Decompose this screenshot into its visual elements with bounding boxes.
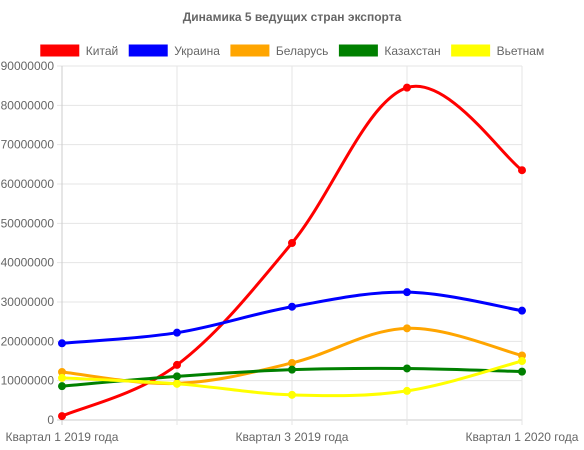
y-tick-label: 10000000 — [1, 374, 55, 388]
legend-swatch — [39, 43, 81, 58]
legend-label: Украина — [174, 44, 220, 58]
y-tick-label: 20000000 — [1, 334, 55, 348]
legend-swatch — [450, 43, 492, 58]
legend-item[interactable]: Китай — [39, 43, 118, 58]
y-tick-label: 60000000 — [1, 177, 55, 191]
y-tick-label: 90000000 — [1, 59, 55, 73]
data-point[interactable] — [403, 324, 411, 333]
data-point[interactable] — [173, 372, 181, 381]
legend-swatch — [229, 43, 271, 58]
y-tick-label: 30000000 — [1, 295, 55, 309]
legend-label: Китай — [86, 44, 118, 58]
data-point[interactable] — [288, 365, 296, 374]
y-tick-label: 0 — [47, 413, 54, 427]
legend-item[interactable]: Беларусь — [229, 43, 328, 58]
data-point[interactable] — [518, 367, 526, 376]
legend[interactable]: Китай Украина Беларусь Казахстан Вьетнам — [39, 43, 545, 58]
data-point[interactable] — [403, 83, 411, 92]
y-axis: 0 10000000 20000000 30000000 40000000 5000000… — [1, 59, 55, 427]
data-point[interactable] — [58, 382, 66, 391]
x-tick-label: Квартал 3 2019 года — [236, 430, 349, 444]
x-axis: Квартал 1 2019 года Квартал 3 2019 года Кв… — [6, 430, 579, 444]
chart-title: Динамика 5 ведущих стран экспорта — [183, 10, 402, 24]
legend-item[interactable]: Украина — [127, 43, 220, 58]
data-point[interactable] — [518, 306, 526, 315]
legend-swatch — [337, 43, 379, 58]
data-point[interactable] — [58, 412, 66, 421]
data-point[interactable] — [173, 328, 181, 337]
data-point[interactable] — [288, 239, 296, 247]
x-tick-label: Квартал 1 2019 года — [6, 430, 119, 444]
data-point[interactable] — [288, 302, 296, 311]
data-point[interactable] — [403, 288, 411, 297]
data-point[interactable] — [288, 390, 296, 399]
data-point[interactable] — [518, 166, 526, 175]
y-tick-label: 70000000 — [1, 138, 55, 152]
data-point[interactable] — [173, 379, 181, 388]
y-tick-label: 40000000 — [1, 256, 55, 270]
legend-label: Казахстан — [384, 44, 440, 58]
legend-swatch — [127, 43, 169, 58]
data-point[interactable] — [58, 373, 66, 382]
x-tick-label: Квартал 1 2020 года — [466, 430, 579, 444]
legend-label: Беларусь — [276, 44, 328, 58]
data-point[interactable] — [58, 339, 66, 348]
legend-label: Вьетнам — [497, 44, 545, 58]
series-points[interactable] — [58, 83, 526, 421]
data-point[interactable] — [403, 364, 411, 373]
y-tick-label: 80000000 — [1, 98, 55, 112]
data-point[interactable] — [173, 360, 181, 369]
data-point[interactable] — [518, 357, 526, 365]
data-point[interactable] — [288, 358, 296, 367]
data-point[interactable] — [403, 386, 411, 395]
y-tick-label: 50000000 — [1, 216, 55, 230]
legend-item[interactable]: Вьетнам — [450, 43, 545, 58]
legend-item[interactable]: Казахстан — [337, 43, 441, 58]
